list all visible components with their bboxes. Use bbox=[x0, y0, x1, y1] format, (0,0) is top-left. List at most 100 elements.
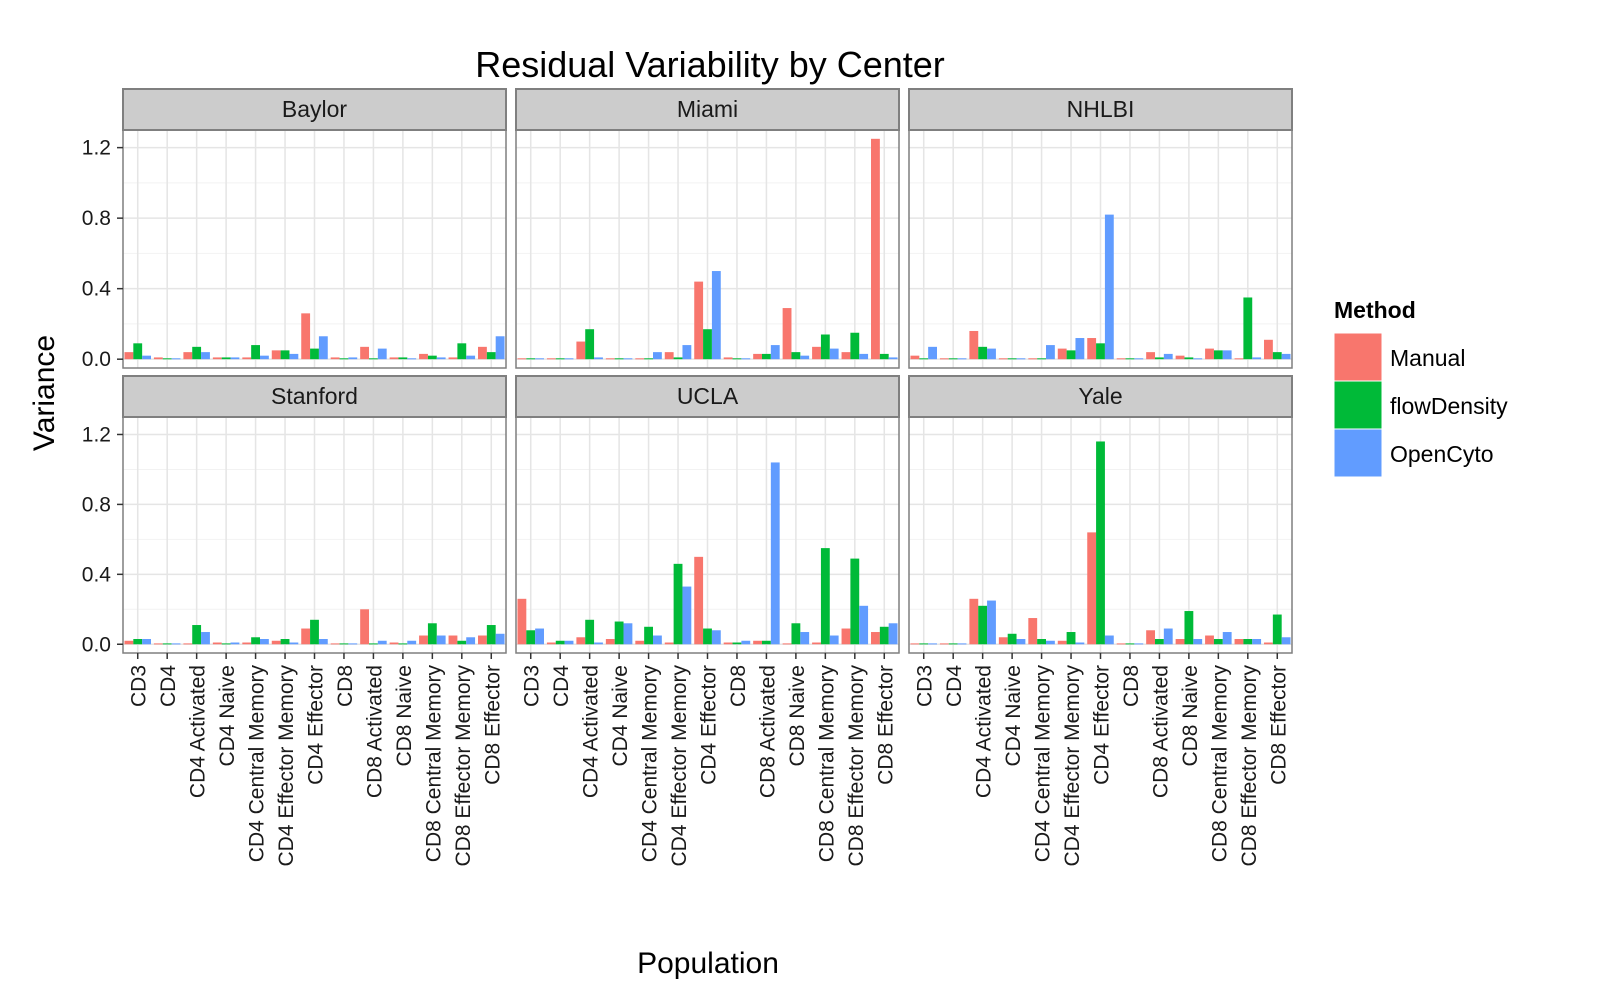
bar-miami-flowdensity-cd8-activated bbox=[762, 353, 771, 360]
bar-miami-manual-cd8-effector-memory bbox=[841, 352, 851, 360]
bar-nhlbi-manual-cd8-central-memory bbox=[1205, 348, 1214, 360]
bar-yale-manual-cd4-central-memory bbox=[1028, 618, 1038, 645]
facet-strip bbox=[515, 375, 900, 418]
bar-nhlbi-opencyto-cd8-activated bbox=[1163, 353, 1173, 360]
bar-stanford-manual-cd4-naive bbox=[212, 642, 222, 645]
bar-miami-opencyto-cd3 bbox=[535, 358, 544, 360]
bar-stanford-flowdensity-cd8-central-memory bbox=[427, 623, 437, 645]
bar-stanford-opencyto-cd4 bbox=[171, 643, 181, 645]
x-tick-label: CD8 bbox=[1120, 665, 1143, 707]
bar-baylor-flowdensity-cd4-activated bbox=[192, 346, 202, 360]
bar-yale-opencyto-cd8 bbox=[1134, 643, 1144, 645]
facet-strip-label: Miami bbox=[677, 96, 738, 122]
bar-yale-opencyto-cd4-effector bbox=[1104, 635, 1114, 645]
bar-miami-flowdensity-cd4-effector-memory bbox=[673, 357, 683, 360]
x-tick-label: CD8 Activated bbox=[363, 665, 386, 798]
bar-baylor-manual-cd8-effector-memory bbox=[448, 357, 458, 360]
bar-baylor-flowdensity-cd8-effector-memory bbox=[457, 343, 467, 360]
x-tick-label: CD8 Central Memory bbox=[815, 665, 838, 863]
bar-ucla-opencyto-cd8-central-memory bbox=[829, 635, 839, 645]
bar-nhlbi-manual-cd4-central-memory bbox=[1028, 358, 1038, 360]
x-tick-label: CD4 Activated bbox=[187, 665, 210, 798]
x-tick-label: CD8 Effector bbox=[481, 665, 504, 785]
bar-ucla-flowdensity-cd8-effector bbox=[879, 626, 889, 645]
x-tick-label: CD8 Central Memory bbox=[422, 665, 445, 863]
x-tick-label: CD4 Naive bbox=[1002, 665, 1025, 767]
bar-ucla-manual-cd4 bbox=[546, 642, 556, 645]
bar-ucla-manual-cd8-central-memory bbox=[812, 642, 821, 645]
bar-ucla-opencyto-cd8-naive bbox=[800, 632, 810, 645]
x-tick-label: CD8 Activated bbox=[756, 665, 779, 798]
x-tick-label: CD4 Activated bbox=[973, 665, 996, 798]
bar-baylor-flowdensity-cd4-effector-memory bbox=[280, 350, 290, 360]
x-axes: CD3 CD4 CD4 Activated CD4 Naive CD4 Central … bbox=[128, 653, 1290, 867]
bar-nhlbi-flowdensity-cd8-activated bbox=[1155, 357, 1164, 360]
bar-ucla-manual-cd8-naive bbox=[782, 643, 792, 645]
bar-baylor-manual-cd4-effector-memory bbox=[271, 350, 281, 360]
bar-stanford-opencyto-cd8-activated bbox=[377, 640, 387, 645]
bar-stanford-opencyto-cd3 bbox=[142, 639, 151, 645]
x-tick-label: CD4 Naive bbox=[609, 665, 632, 767]
bar-ucla-manual-cd4-effector bbox=[694, 556, 704, 645]
bar-ucla-flowdensity-cd4 bbox=[555, 640, 565, 645]
y-tick-label: 0.4 bbox=[82, 563, 112, 586]
bar-baylor-flowdensity-cd4-effector bbox=[310, 348, 319, 360]
bar-nhlbi-flowdensity-cd4-effector bbox=[1096, 343, 1105, 360]
x-tick-label: CD8 Effector bbox=[1267, 665, 1290, 785]
bar-stanford-manual-cd8-effector bbox=[478, 635, 487, 645]
x-axis: CD3 CD4 CD4 Activated CD4 Naive CD4 Central … bbox=[914, 653, 1290, 867]
bar-yale-opencyto-cd4-central-memory bbox=[1046, 640, 1055, 645]
bar-ucla-opencyto-cd4-central-memory bbox=[653, 635, 662, 645]
bar-nhlbi-opencyto-cd8-effector-memory bbox=[1252, 357, 1262, 360]
bar-yale-flowdensity-cd4-central-memory bbox=[1037, 639, 1046, 645]
bar-miami-manual-cd4-effector bbox=[694, 281, 704, 360]
bar-yale-flowdensity-cd3 bbox=[919, 643, 929, 645]
bar-stanford-flowdensity-cd4-activated bbox=[192, 625, 202, 645]
bar-yale-manual-cd4-naive bbox=[998, 637, 1008, 645]
bar-stanford-flowdensity-cd8 bbox=[339, 643, 349, 645]
bar-baylor-opencyto-cd4-effector-memory bbox=[289, 353, 299, 360]
y-axis-title: Variance bbox=[28, 335, 61, 451]
bar-miami-manual-cd4 bbox=[546, 358, 556, 360]
bar-ucla-opencyto-cd4-activated bbox=[594, 642, 603, 645]
bar-stanford-opencyto-cd8-effector bbox=[495, 633, 505, 645]
facet-strip-label: NHLBI bbox=[1067, 96, 1135, 122]
bar-nhlbi-opencyto-cd4-effector-memory bbox=[1075, 338, 1085, 360]
bar-miami-manual-cd8-naive bbox=[782, 308, 792, 360]
facet-panels: Baylor Miami NHLBI Stanford UCLA Yale bbox=[122, 88, 1293, 654]
x-tick-label: CD4 Effector bbox=[305, 665, 328, 785]
bar-yale-opencyto-cd4 bbox=[957, 643, 967, 645]
bar-nhlbi-opencyto-cd4-naive bbox=[1016, 358, 1026, 360]
bar-yale-manual-cd8-effector bbox=[1264, 642, 1273, 645]
bar-stanford-manual-cd8-naive bbox=[389, 642, 399, 645]
bar-nhlbi-manual-cd4-effector bbox=[1087, 338, 1097, 360]
x-tick-label: CD8 Effector bbox=[874, 665, 897, 785]
bar-stanford-flowdensity-cd4-central-memory bbox=[251, 637, 260, 645]
bar-yale-flowdensity-cd8 bbox=[1125, 643, 1135, 645]
legend-label-manual: Manual bbox=[1390, 345, 1465, 371]
bar-baylor-opencyto-cd8 bbox=[348, 357, 358, 360]
bar-miami-opencyto-cd8-central-memory bbox=[829, 348, 839, 360]
bar-baylor-opencyto-cd8-naive bbox=[407, 358, 417, 360]
facet-strip-label: Yale bbox=[1078, 383, 1122, 409]
bar-yale-opencyto-cd4-effector-memory bbox=[1075, 642, 1085, 645]
bar-stanford-opencyto-cd4-effector-memory bbox=[289, 642, 299, 645]
bar-baylor-opencyto-cd3 bbox=[142, 355, 151, 360]
bar-stanford-opencyto-cd4-effector bbox=[318, 639, 328, 645]
bar-miami-manual-cd4-central-memory bbox=[635, 358, 645, 360]
bar-baylor-manual-cd4-central-memory bbox=[242, 357, 252, 360]
bar-ucla-manual-cd4-activated bbox=[576, 637, 586, 645]
bar-miami-flowdensity-cd4-activated bbox=[585, 329, 595, 360]
bar-ucla-flowdensity-cd3 bbox=[526, 630, 536, 645]
bar-ucla-opencyto-cd8 bbox=[741, 640, 751, 645]
x-tick-label: CD8 bbox=[727, 665, 750, 707]
bar-yale-flowdensity-cd4-activated bbox=[978, 605, 988, 645]
bar-baylor-opencyto-cd4 bbox=[171, 358, 181, 360]
bar-stanford-flowdensity-cd4 bbox=[162, 643, 172, 645]
bar-nhlbi-manual-cd8 bbox=[1116, 358, 1126, 360]
x-tick-label: CD4 Central Memory bbox=[639, 665, 662, 863]
bar-stanford-manual-cd4-activated bbox=[183, 643, 193, 645]
facet-panel-baylor: Baylor bbox=[122, 88, 507, 369]
facet-panel-nhlbi: NHLBI bbox=[908, 88, 1293, 369]
bar-ucla-opencyto-cd4-effector bbox=[711, 630, 721, 645]
